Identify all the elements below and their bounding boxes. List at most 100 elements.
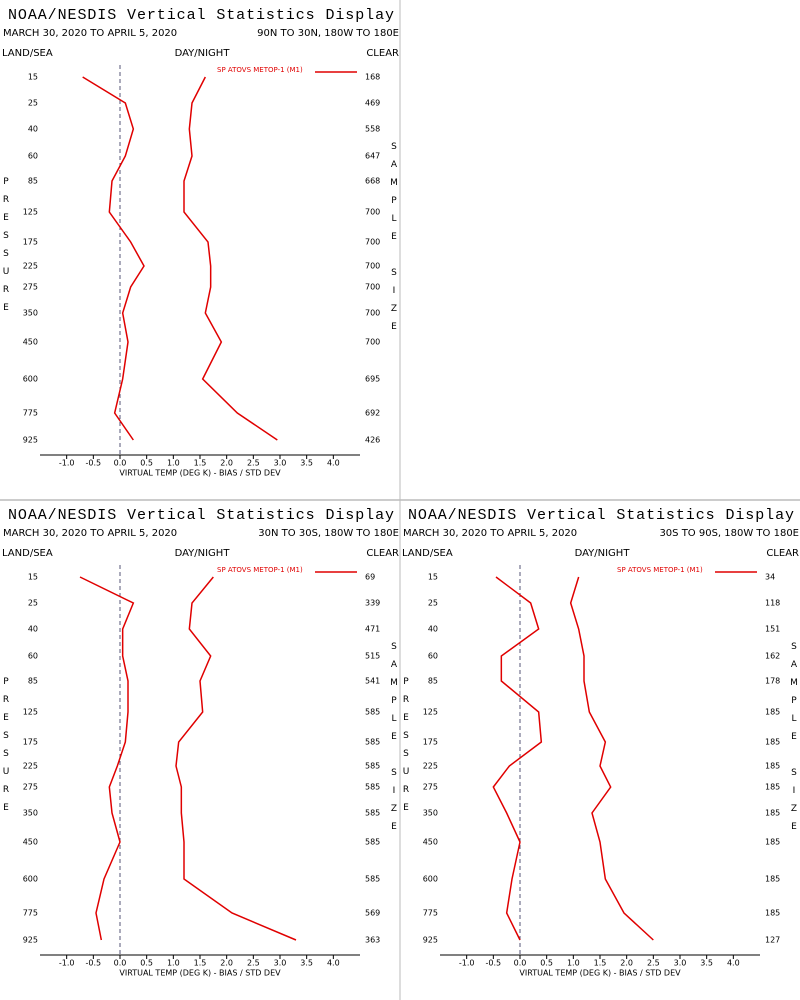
x-tick-label: -0.5 (86, 459, 102, 468)
sample-size: 178 (765, 677, 780, 686)
sample-size: 34 (765, 573, 775, 582)
pressure-label: 40 (28, 625, 38, 634)
pressure-label: 450 (423, 838, 438, 847)
pressure-label: 775 (23, 409, 38, 418)
legend-label: SP ATOVS METOP-1 (M1) (217, 66, 303, 74)
pressure-label: 60 (28, 152, 38, 161)
pressure-label: 85 (428, 677, 438, 686)
x-tick-label: 2.0 (620, 959, 633, 968)
pressure-label: 15 (428, 573, 438, 582)
sample-size: 695 (365, 375, 380, 384)
sample-size: 185 (765, 838, 780, 847)
sample-size: 69 (365, 573, 375, 582)
x-tick-label: 0.0 (114, 459, 127, 468)
std-dev-line (183, 76, 278, 441)
sample-size: 185 (765, 875, 780, 884)
pressure-label: 15 (28, 573, 38, 582)
panel: NOAA/NESDIS Vertical Statistics Display M… (402, 507, 799, 978)
clear: CLEAR (366, 548, 399, 559)
x-tick-label: 0.0 (514, 959, 527, 968)
sample-size: 700 (365, 338, 380, 347)
sample-size: 700 (365, 262, 380, 271)
x-tick-label: 1.0 (167, 959, 180, 968)
x-tick-label: 1.5 (594, 959, 607, 968)
x-tick-label: 2.5 (647, 959, 660, 968)
x-tick-label: 1.5 (194, 459, 207, 468)
sample-size: 585 (365, 838, 380, 847)
sample-size: 118 (765, 599, 780, 608)
pressure-label: 225 (423, 762, 438, 771)
x-tick-label: 4.0 (727, 959, 740, 968)
x-tick-label: 3.5 (300, 459, 313, 468)
x-tick-label: 0.5 (140, 459, 153, 468)
sample-size: 647 (365, 152, 380, 161)
bias-line (79, 576, 135, 941)
sample-size: 515 (365, 652, 380, 661)
sample-size: 585 (365, 708, 380, 717)
sample-size: 185 (765, 738, 780, 747)
sample-size: 471 (365, 625, 380, 634)
date-range: MARCH 30, 2020 TO APRIL 5, 2020 (3, 528, 177, 539)
date-range: MARCH 30, 2020 TO APRIL 5, 2020 (3, 28, 177, 39)
sample-size: 585 (365, 809, 380, 818)
x-tick-label: 2.0 (220, 459, 233, 468)
x-tick-label: 3.5 (700, 959, 713, 968)
pressure-label: 600 (423, 875, 438, 884)
land-sea: LAND/SEA (2, 48, 53, 59)
sample-size: 700 (365, 309, 380, 318)
chart-title: NOAA/NESDIS Vertical Statistics Display (8, 7, 394, 24)
chart-title: NOAA/NESDIS Vertical Statistics Display (8, 507, 394, 524)
date-range: MARCH 30, 2020 TO APRIL 5, 2020 (403, 528, 577, 539)
x-tick-label: 0.5 (540, 959, 553, 968)
pressure-label: 40 (428, 625, 438, 634)
pressure-label: 925 (23, 936, 38, 945)
pressure-label: 125 (423, 708, 438, 717)
sample-size: 185 (765, 762, 780, 771)
sample-size: 469 (365, 99, 380, 108)
sample-size: 558 (365, 125, 380, 134)
chart-title: NOAA/NESDIS Vertical Statistics Display (408, 507, 794, 524)
clear: CLEAR (766, 548, 799, 559)
pressure-label: 275 (23, 283, 38, 292)
x-tick-label: 1.0 (167, 459, 180, 468)
pressure-label: 450 (23, 838, 38, 847)
region: 30N TO 30S, 180W TO 180E (258, 528, 399, 539)
x-tick-label: 0.5 (140, 959, 153, 968)
pressure-label: 85 (28, 177, 38, 186)
pressure-label: 60 (28, 652, 38, 661)
sample-size: 692 (365, 409, 380, 418)
pressure-label: 350 (23, 309, 38, 318)
day-night: DAY/NIGHT (575, 548, 631, 559)
sample-size: 185 (765, 909, 780, 918)
sample-size: 700 (365, 208, 380, 217)
x-tick-label: 3.0 (674, 959, 687, 968)
pressure-label: 175 (23, 738, 38, 747)
x-tick-label: 3.0 (274, 459, 287, 468)
pressure-label: 15 (28, 73, 38, 82)
x-tick-label: 0.0 (114, 959, 127, 968)
sample-size: 185 (765, 809, 780, 818)
bias-line (492, 576, 543, 941)
pressure-label: 225 (23, 262, 38, 271)
land-sea: LAND/SEA (2, 548, 53, 559)
sample-size: 585 (365, 738, 380, 747)
day-night: DAY/NIGHT (175, 48, 231, 59)
sample-size: 585 (365, 783, 380, 792)
x-tick-label: -0.5 (486, 959, 502, 968)
x-tick-label: -1.0 (59, 459, 75, 468)
pressure-label: 40 (28, 125, 38, 134)
pressure-label: 350 (423, 809, 438, 818)
pressure-label: 25 (28, 99, 38, 108)
pressure-label: 450 (23, 338, 38, 347)
pressure-label: 775 (23, 909, 38, 918)
x-tick-label: 2.0 (220, 959, 233, 968)
x-axis-label: VIRTUAL TEMP (DEG K) - BIAS / STD DEV (519, 969, 681, 978)
x-tick-label: 4.0 (327, 959, 340, 968)
clear: CLEAR (366, 48, 399, 59)
day-night: DAY/NIGHT (175, 548, 231, 559)
